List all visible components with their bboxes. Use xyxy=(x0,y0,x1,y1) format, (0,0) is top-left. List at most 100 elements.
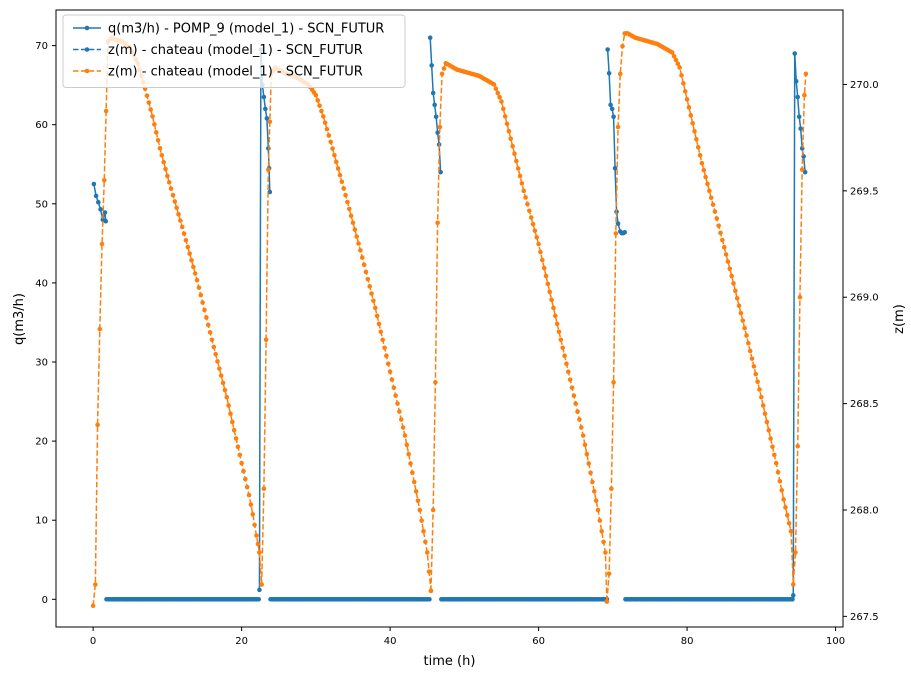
legend-label: q(m3/h) - POMP_9 (model_1) - SCN_FUTUR xyxy=(108,22,384,37)
series-1-point xyxy=(257,587,262,593)
series-3-point xyxy=(361,262,367,268)
series-3-point xyxy=(508,136,514,142)
series-3-point xyxy=(783,505,788,510)
series-3-point xyxy=(179,224,185,230)
series-1-point xyxy=(793,78,799,84)
series-1-point xyxy=(264,116,270,121)
plot-frame xyxy=(55,9,844,628)
series-3-point xyxy=(417,507,423,513)
y-tick-label-left: 30 xyxy=(35,358,48,369)
series-3-point xyxy=(371,298,376,303)
series-1-point xyxy=(93,193,99,199)
series-3-point xyxy=(536,241,541,247)
series-3-point xyxy=(348,213,354,219)
series-3-point xyxy=(569,385,575,390)
series-1-point xyxy=(612,165,618,171)
series-3-point xyxy=(545,281,551,287)
series-3-point xyxy=(710,202,716,207)
series-3-point xyxy=(560,345,566,351)
series-3-point xyxy=(350,220,356,226)
series-1-point xyxy=(608,102,613,108)
series-3-point xyxy=(527,208,532,214)
series-3-point xyxy=(172,199,178,204)
series-3-point xyxy=(729,273,734,279)
series-3-point xyxy=(159,152,165,158)
series-3-point xyxy=(797,294,803,300)
series-3-point xyxy=(217,366,222,371)
series-3-point xyxy=(738,310,744,316)
series-3-point xyxy=(694,136,699,142)
series-1-point xyxy=(605,47,610,52)
series-3-point xyxy=(601,539,606,545)
series-1-point xyxy=(615,221,621,226)
series-3-point xyxy=(695,144,701,150)
series-3-point xyxy=(591,489,597,494)
series-3-point xyxy=(562,353,567,359)
series-3-point xyxy=(411,479,417,485)
series-3-point xyxy=(673,57,679,63)
series-3-point xyxy=(759,394,764,400)
series-3-point xyxy=(244,484,250,490)
series-3-point xyxy=(408,461,413,466)
series-3-point xyxy=(261,486,267,492)
series-3-point xyxy=(609,486,614,492)
series-3-point xyxy=(549,297,554,303)
y-tick-label-right: 269.0 xyxy=(850,293,879,304)
series-3-point xyxy=(669,50,675,55)
series-3-point xyxy=(541,265,547,271)
series-3-point xyxy=(352,227,358,232)
series-3-point xyxy=(324,126,330,132)
series-1-point xyxy=(795,94,801,100)
series-3-point xyxy=(161,159,166,165)
series-3-point xyxy=(525,201,530,207)
series-3-point xyxy=(613,231,619,236)
y-tick-label-right: 269.5 xyxy=(850,186,879,197)
series-3-point xyxy=(363,269,369,275)
series-1-point xyxy=(611,114,616,120)
series-3-point xyxy=(720,237,725,243)
series-3-point xyxy=(577,417,582,422)
series-3-point xyxy=(554,321,560,327)
series-3-point xyxy=(421,528,426,534)
y-tick-label-right: 268.0 xyxy=(850,505,879,516)
series-3-point xyxy=(354,234,359,239)
series-3-point xyxy=(359,255,365,260)
series-3-point xyxy=(423,539,428,545)
series-3-point xyxy=(514,158,519,164)
series-3-point xyxy=(714,216,720,221)
series-3-point xyxy=(202,307,207,313)
y-tick-label-left: 50 xyxy=(35,199,48,210)
series-3-point xyxy=(319,108,324,114)
series-3-point xyxy=(380,337,385,343)
series-3-point xyxy=(166,180,172,185)
series-3-point xyxy=(519,181,525,186)
series-3-point xyxy=(510,143,515,149)
series-3-point xyxy=(95,422,100,428)
series-1-point xyxy=(790,597,795,602)
series-3-point xyxy=(358,248,363,253)
series-3-point xyxy=(721,244,727,250)
y-tick-label-left: 0 xyxy=(42,595,48,606)
series-3-point xyxy=(746,340,751,346)
series-3-point xyxy=(736,303,742,309)
series-3-point xyxy=(762,411,768,417)
series-3-point xyxy=(155,138,161,143)
series-3-point xyxy=(540,257,545,263)
series-1-point xyxy=(96,199,101,205)
series-3-point xyxy=(677,65,682,70)
series-3-point xyxy=(196,285,202,290)
series-1-point xyxy=(622,229,628,235)
series-3-point xyxy=(189,257,194,263)
series-3-point xyxy=(178,218,183,223)
series-3-point xyxy=(328,139,334,145)
series-3-point xyxy=(779,488,785,493)
series-3-point xyxy=(795,443,801,449)
series-3-point xyxy=(343,192,348,198)
series-1 xyxy=(91,35,808,602)
series-3-point xyxy=(772,452,777,458)
series-3-point xyxy=(502,114,508,119)
series-3-point xyxy=(515,166,521,171)
x-tick-label: 40 xyxy=(384,636,397,647)
series-3-point xyxy=(742,325,747,331)
